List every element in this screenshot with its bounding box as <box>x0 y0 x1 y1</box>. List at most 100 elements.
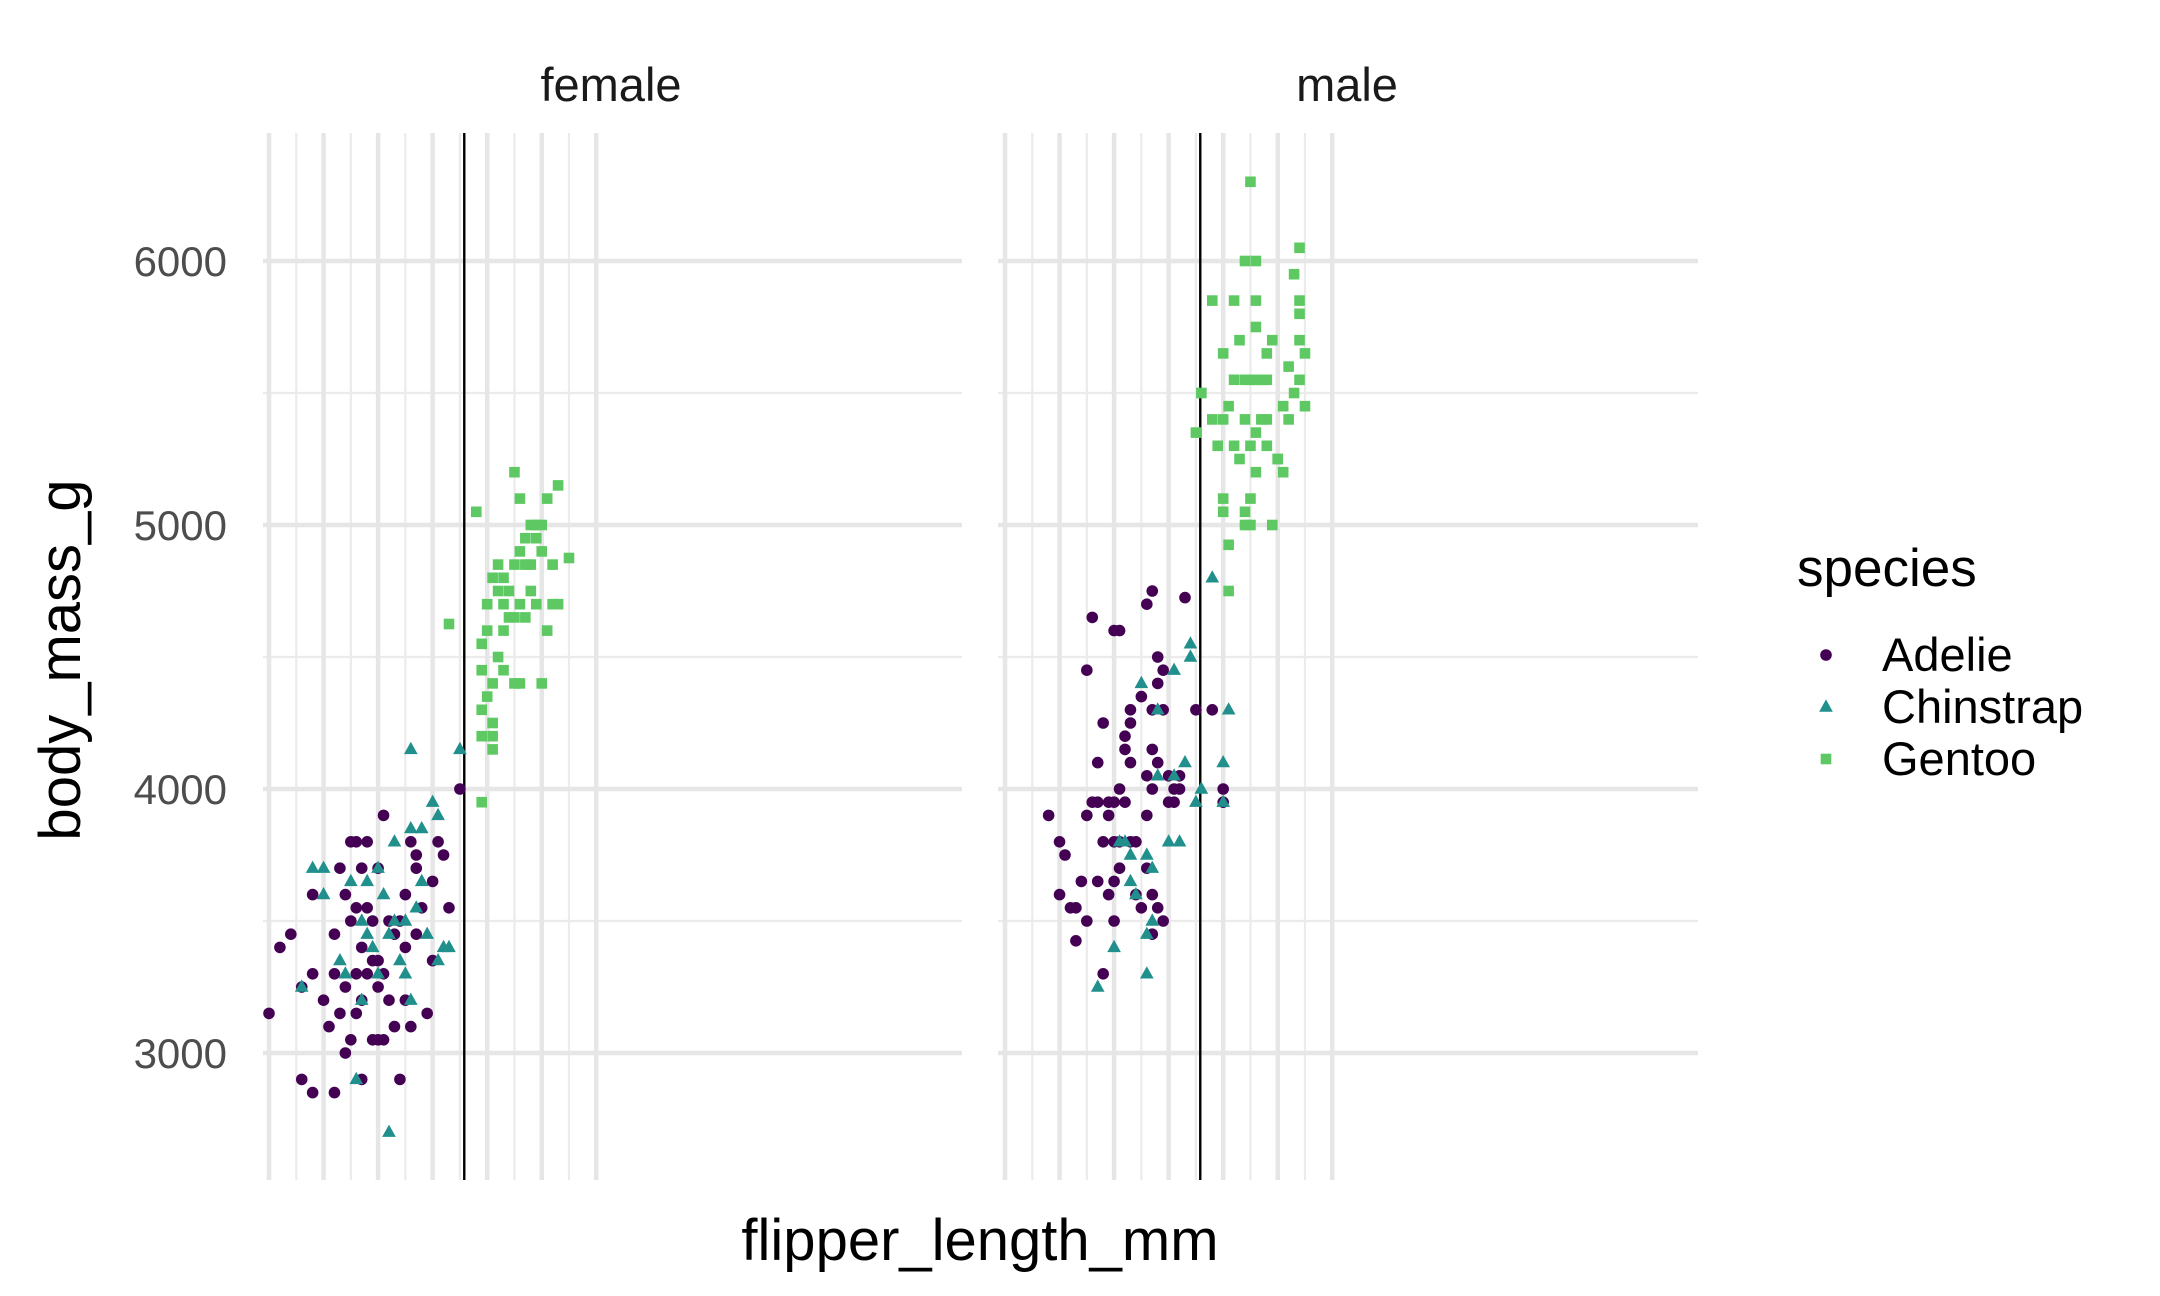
point-adelie <box>1086 611 1099 624</box>
point-gentoo <box>1294 308 1305 320</box>
point-adelie <box>377 1034 390 1046</box>
point-gentoo <box>1245 493 1256 504</box>
point-chinstrap <box>354 913 369 926</box>
point-adelie <box>1190 704 1202 716</box>
point-adelie <box>1070 935 1082 947</box>
point-adelie <box>410 928 423 940</box>
point-gentoo <box>498 598 509 610</box>
point-adelie <box>339 1047 352 1059</box>
point-gentoo <box>1228 374 1240 386</box>
point-chinstrap <box>387 913 402 926</box>
grid-male <box>998 133 1698 1180</box>
point-adelie <box>1119 743 1131 756</box>
point-chinstrap <box>1134 675 1149 689</box>
y-axis-title: body_mass_g <box>28 479 93 840</box>
point-gentoo <box>1294 334 1305 346</box>
point-gentoo <box>1277 400 1289 412</box>
point-gentoo <box>1245 440 1256 452</box>
point-gentoo <box>1277 466 1289 478</box>
point-gentoo <box>503 612 515 623</box>
point-gentoo <box>530 598 542 610</box>
point-gentoo <box>498 625 509 636</box>
point-gentoo <box>1245 176 1256 188</box>
point-gentoo <box>1223 400 1234 412</box>
point-adelie <box>361 836 373 848</box>
point-gentoo <box>541 625 553 636</box>
point-gentoo <box>1217 348 1229 359</box>
point-chinstrap <box>1183 636 1198 649</box>
point-adelie <box>1097 717 1109 729</box>
point-adelie <box>426 875 439 888</box>
point-gentoo <box>487 717 498 729</box>
point-gentoo <box>1299 348 1311 359</box>
point-adelie <box>1108 915 1120 927</box>
point-chinstrap <box>409 900 424 913</box>
point-chinstrap <box>305 860 320 873</box>
point-chinstrap <box>403 741 418 755</box>
point-gentoo <box>525 559 537 570</box>
point-adelie <box>399 888 412 901</box>
point-adelie <box>1053 836 1066 848</box>
point-chinstrap <box>414 821 429 834</box>
point-gentoo <box>498 572 509 584</box>
point-gentoo <box>487 678 498 689</box>
point-chinstrap <box>431 807 445 821</box>
point-gentoo <box>443 618 455 630</box>
point-adelie <box>339 981 352 993</box>
point-gentoo <box>1250 374 1262 386</box>
point-adelie <box>323 1020 335 1033</box>
point-adelie <box>1108 796 1120 808</box>
point-chinstrap <box>442 939 456 953</box>
point-chinstrap <box>403 821 418 834</box>
point-gentoo <box>1272 453 1284 465</box>
point-adelie <box>350 968 363 980</box>
point-adelie <box>361 968 373 980</box>
legend-title: species <box>1797 539 1977 598</box>
point-adelie <box>355 862 368 874</box>
point-gentoo <box>1228 440 1240 452</box>
point-gentoo <box>530 519 542 531</box>
legend-key-gentoo <box>1820 753 1832 765</box>
point-adelie <box>295 1073 308 1086</box>
point-gentoo <box>1196 387 1207 399</box>
point-gentoo <box>536 546 548 557</box>
point-gentoo <box>1234 453 1245 465</box>
point-adelie <box>377 809 390 822</box>
point-gentoo <box>1212 440 1224 452</box>
point-adelie <box>1151 902 1164 914</box>
point-chinstrap <box>393 953 407 966</box>
point-adelie <box>361 902 373 914</box>
point-adelie <box>399 941 412 954</box>
point-chinstrap <box>349 1071 364 1085</box>
point-adelie <box>1081 915 1093 927</box>
point-gentoo <box>492 651 504 663</box>
point-adelie <box>1151 677 1164 690</box>
point-chinstrap <box>354 992 369 1005</box>
point-adelie <box>350 1007 363 1020</box>
facet-label-male: male <box>1296 58 1398 111</box>
point-adelie <box>1168 796 1180 808</box>
point-adelie <box>1097 836 1109 848</box>
point-gentoo <box>476 638 488 650</box>
y-tick-label: 3000 <box>134 1030 227 1077</box>
point-chinstrap <box>382 926 396 939</box>
point-gentoo <box>1250 466 1262 478</box>
point-chinstrap <box>1167 662 1181 675</box>
point-gentoo <box>547 559 558 570</box>
point-gentoo <box>503 585 515 597</box>
point-gentoo <box>1217 414 1229 425</box>
point-gentoo <box>1239 374 1251 386</box>
point-chinstrap <box>376 887 391 900</box>
point-chinstrap <box>1221 702 1236 715</box>
point-gentoo <box>1294 374 1305 386</box>
point-chinstrap <box>1139 926 1154 939</box>
point-gentoo <box>1261 440 1273 452</box>
point-chinstrap <box>294 979 309 992</box>
point-gentoo <box>1245 374 1256 386</box>
point-adelie <box>1141 770 1153 782</box>
point-adelie <box>345 1034 357 1046</box>
point-chinstrap <box>360 873 375 887</box>
legend-label-gentoo: Gentoo <box>1882 732 2036 785</box>
y-tick-label: 4000 <box>134 766 227 813</box>
point-chinstrap <box>453 741 467 755</box>
